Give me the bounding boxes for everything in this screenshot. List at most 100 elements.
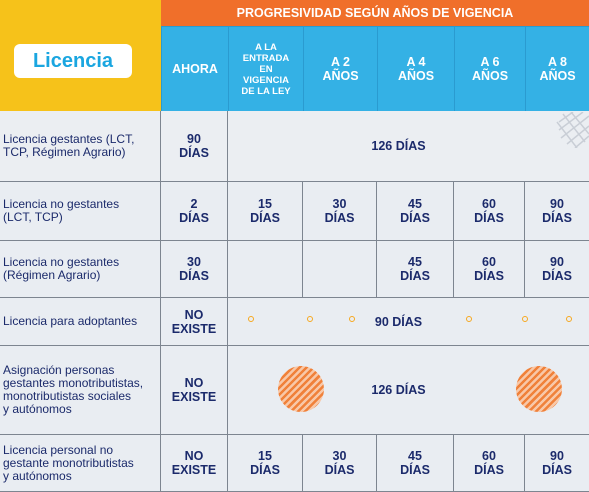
value-cell: 15 DÍAS xyxy=(228,435,303,492)
cell-value-line: 90 xyxy=(550,449,564,463)
column-header-band xyxy=(161,26,589,111)
value-cell: 60 DÍAS xyxy=(454,182,525,241)
column-header-line: EN xyxy=(259,63,273,75)
ahora-cell: NO EXISTE xyxy=(161,435,228,492)
column-header-line: A LA xyxy=(255,41,277,53)
dot-marker-icon xyxy=(349,316,355,322)
cell-value-line: DÍAS xyxy=(474,463,504,477)
row-label-line: (LCT, TCP) xyxy=(3,210,63,224)
cell-value-line: DÍAS xyxy=(542,463,572,477)
row-label-line: Licencia para adoptantes xyxy=(3,314,138,328)
ahora-value-line: 30 xyxy=(187,255,201,269)
ahora-cell: 2 DÍAS xyxy=(161,182,228,241)
row-label-line: TCP, Régimen Agrario) xyxy=(3,145,126,159)
cell-value-line: 30 xyxy=(332,449,347,463)
row-label-line: gestantes monotributistas, xyxy=(3,376,144,390)
ahora-value-line: EXISTE xyxy=(171,463,217,477)
value-cell: 60 DÍAS xyxy=(454,241,525,298)
value-cell: 60 DÍAS xyxy=(454,435,525,492)
column-header-line: AÑOS xyxy=(539,69,576,83)
column-header-line: A 8 xyxy=(548,55,567,69)
column-header: AHORA xyxy=(161,26,228,111)
value-cell: 90 DÍAS xyxy=(525,435,589,492)
column-header: A 2 AÑOS xyxy=(303,26,377,111)
column-header-line: ENTRADA xyxy=(242,52,290,64)
value-cell: 45 DÍAS xyxy=(377,241,454,298)
cell-value-line: 90 xyxy=(550,197,564,211)
table-row xyxy=(0,298,589,346)
cell-value-line: DÍAS xyxy=(400,269,430,283)
value-cell xyxy=(228,241,303,298)
cell-value-line: 30 xyxy=(332,197,347,211)
ahora-value-line: EXISTE xyxy=(171,321,217,336)
ahora-cell: NO EXISTE xyxy=(161,298,228,346)
value-cell: 30 DÍAS xyxy=(303,435,377,492)
ahora-value-line: NO xyxy=(184,376,204,390)
progresividad-title: PROGRESIVIDAD SEGÚN AÑOS DE VIGENCIA xyxy=(161,0,589,26)
ahora-cell: 30 DÍAS xyxy=(161,241,228,298)
row-label-text: Asignación personas gestantes monotributi… xyxy=(3,364,143,416)
cell-value-line: DÍAS xyxy=(400,463,430,477)
column-header-line: AHORA xyxy=(172,62,218,76)
cell-value-line: DÍAS xyxy=(400,211,430,225)
column-header-line: DE LA LEY xyxy=(241,85,291,97)
dot-marker-icon xyxy=(566,316,572,322)
table-row xyxy=(0,241,589,298)
ahora-cell: NO EXISTE xyxy=(161,346,228,435)
ahora-value-line: DÍAS xyxy=(179,146,209,160)
cell-value-line: DÍAS xyxy=(250,211,280,225)
column-header-line: A 6 xyxy=(480,55,500,69)
row-label-line: monotributistas sociales xyxy=(3,389,132,403)
span-cell: 126 DÍAS xyxy=(228,346,589,435)
row-label: Licencia no gestantes (Régimen Agrario) xyxy=(0,241,161,298)
row-label-text: Licencia gestantes (LCT, TCP, Régimen Agr… xyxy=(3,133,134,159)
table-row xyxy=(0,182,589,241)
hatched-circle-icon xyxy=(516,366,562,412)
row-label-line: Licencia no gestantes xyxy=(3,255,120,269)
value-cell: 90 DÍAS xyxy=(525,182,589,241)
dot-marker-icon xyxy=(466,316,472,322)
value-cell: 90 DÍAS xyxy=(525,241,589,298)
column-header: A 4 AÑOS xyxy=(377,26,454,111)
value-cell: 45 DÍAS xyxy=(377,182,454,241)
span-value: 90 DÍAS xyxy=(374,314,423,329)
cell-value-line: 60 xyxy=(482,449,496,463)
cell-value-line: DÍAS xyxy=(474,211,504,225)
row-label-line: y autónomos xyxy=(3,402,72,416)
span-cell: 90 DÍAS xyxy=(228,298,589,346)
row-label-text: Licencia no gestantes (Régimen Agrario) xyxy=(3,256,119,282)
table-row xyxy=(0,435,589,492)
column-header: A LA ENTRADA EN VIGENCIA DE LA LEY xyxy=(228,26,303,111)
ahora-value-line: NO xyxy=(184,449,204,463)
grid-pattern-icon xyxy=(556,112,589,148)
table-row xyxy=(0,111,589,182)
span-value: 126 DÍAS xyxy=(371,139,426,153)
dot-marker-icon xyxy=(307,316,313,322)
cell-value-line: 45 xyxy=(408,449,422,463)
row-label-line: gestante monotributistas xyxy=(3,455,134,470)
row-label-line: Licencia gestantes (LCT, xyxy=(3,132,135,146)
cell-value-line: DÍAS xyxy=(542,211,572,225)
cell-value-line: 60 xyxy=(482,255,496,269)
ahora-value-line: DÍAS xyxy=(179,269,209,283)
cell-value-line: 45 xyxy=(408,197,422,211)
cell-value-line: 90 xyxy=(550,255,564,269)
ahora-value-line: 2 xyxy=(190,197,198,211)
column-header-line: AÑOS xyxy=(397,69,435,83)
column-header-line: A 2 xyxy=(331,55,350,69)
cell-value-line: DÍAS xyxy=(324,211,355,225)
ahora-value-line: 90 xyxy=(187,132,201,146)
span-value: 126 DÍAS xyxy=(371,383,426,397)
dot-marker-icon xyxy=(522,316,528,322)
dot-marker-icon xyxy=(248,316,254,322)
licencia-title: Licencia xyxy=(14,44,132,78)
row-label-line: Asignación personas xyxy=(3,363,115,377)
row-label: Asignación personas gestantes monotributi… xyxy=(0,346,161,435)
row-label: Licencia no gestantes (LCT, TCP) xyxy=(0,182,161,241)
ahora-value-line: DÍAS xyxy=(179,211,209,225)
value-cell: 15 DÍAS xyxy=(228,182,303,241)
column-header-line: A 4 xyxy=(406,55,426,69)
cell-value-line: 60 xyxy=(482,197,496,211)
ahora-cell: 90 DÍAS xyxy=(161,111,228,182)
value-cell xyxy=(303,241,377,298)
